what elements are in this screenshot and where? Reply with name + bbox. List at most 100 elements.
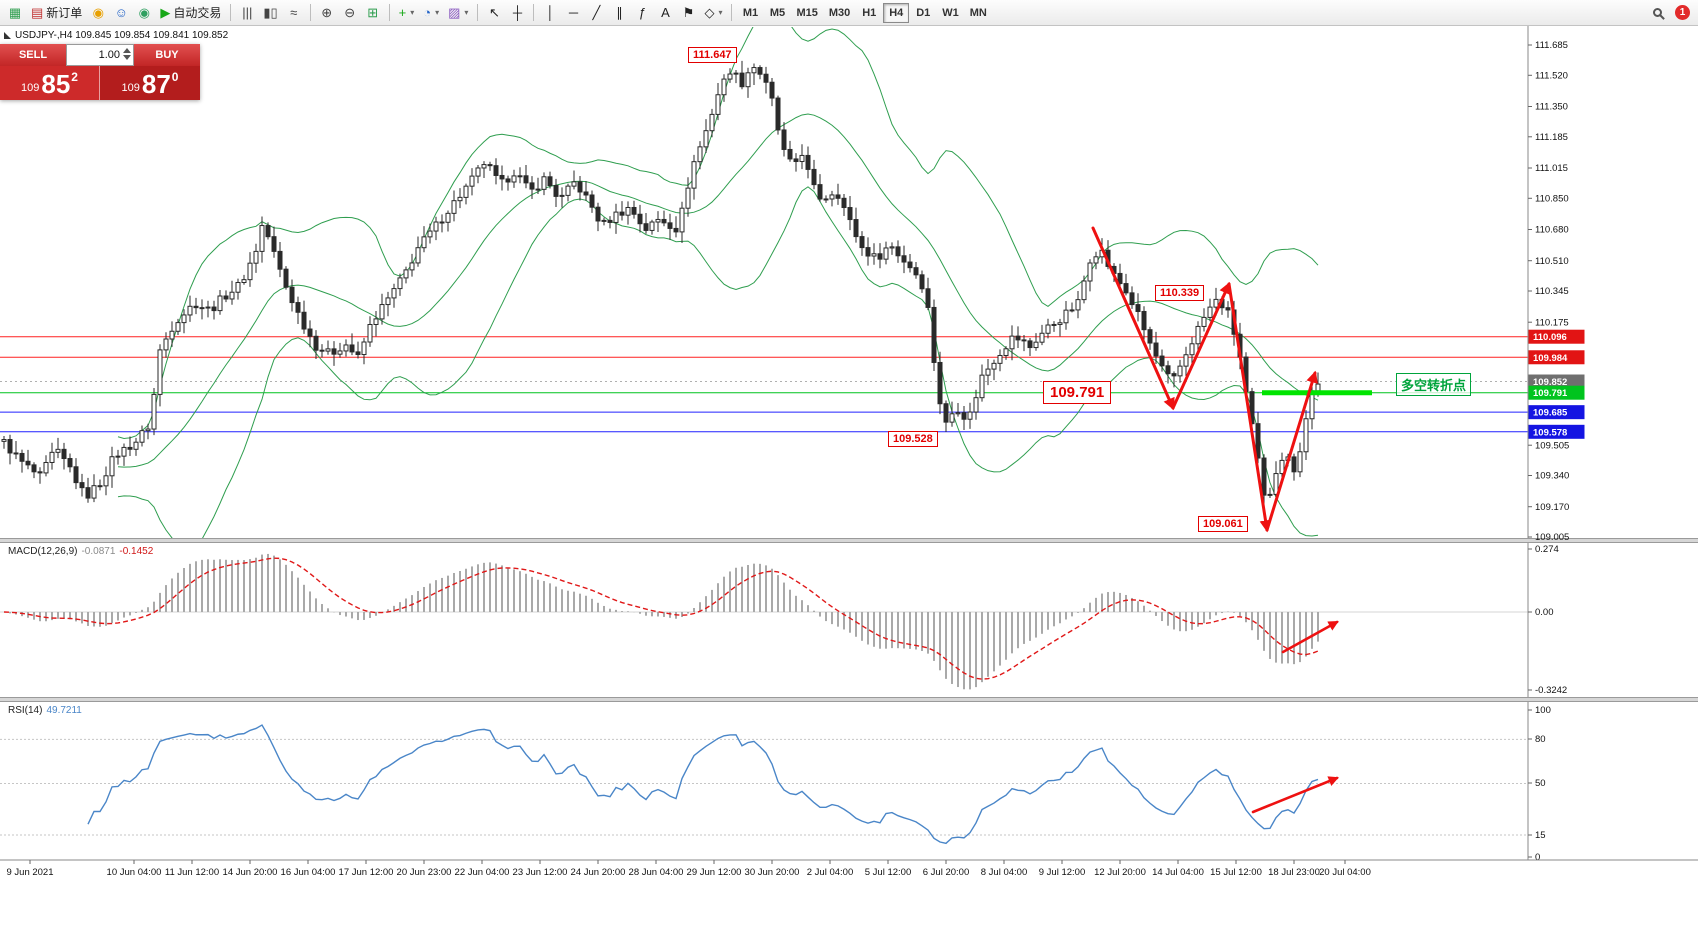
- buy-price-sup: 0: [171, 70, 179, 84]
- window-chart-icon[interactable]: ▦: [4, 3, 26, 23]
- indicators-icon[interactable]: + ▾: [395, 3, 419, 23]
- chart-candles-icon[interactable]: ▮▯: [259, 3, 281, 23]
- label-icon[interactable]: ⚑: [677, 3, 699, 23]
- rsi-panel[interactable]: [0, 724, 1528, 845]
- tab-timeframe-m15[interactable]: M15: [796, 6, 818, 19]
- price-badge: [1528, 424, 1585, 439]
- buy-button[interactable]: BUY: [134, 44, 200, 66]
- price-tick: 110.510: [1535, 256, 1569, 267]
- cursor-icon[interactable]: ↖: [483, 3, 505, 23]
- templates-glyph: ▨: [448, 5, 461, 20]
- cursor-glyph: ↖: [488, 5, 500, 20]
- time-label: 14 Jul 04:00: [1152, 867, 1204, 878]
- chart-line-icon[interactable]: ≈: [283, 3, 305, 23]
- price-label-111647[interactable]: 111.647: [688, 47, 737, 63]
- templates-icon[interactable]: ▨ ▾: [444, 3, 472, 23]
- price-badge: [1528, 329, 1585, 344]
- price-tick: 110.175: [1535, 317, 1569, 328]
- price-axis[interactable]: [1527, 26, 1698, 860]
- rsi-label: RSI(14) 49.7211: [8, 705, 82, 716]
- time-label: 9 Jun 2021: [6, 867, 53, 878]
- price-badge-value: 109.578: [1533, 427, 1567, 438]
- zoom-out-icon[interactable]: ⊖: [339, 3, 361, 23]
- zoom-in-icon[interactable]: ⊕: [316, 3, 338, 23]
- tab-timeframe-m5[interactable]: M5: [769, 6, 786, 19]
- indicators-glyph: +: [398, 5, 407, 20]
- toolbar-separator: [309, 4, 311, 21]
- price-panel[interactable]: [0, 12, 1528, 550]
- channel-icon[interactable]: ∥: [608, 3, 630, 23]
- macd-panel[interactable]: [0, 553, 1528, 690]
- buy-price-button[interactable]: 109 87 0: [100, 66, 200, 100]
- volume-input[interactable]: 1.00: [66, 44, 134, 66]
- volume-up-button[interactable]: [123, 48, 131, 53]
- time-label: 28 Jun 04:00: [629, 867, 684, 878]
- price-label-110339[interactable]: 110.339: [1155, 285, 1205, 301]
- time-label: 23 Jun 12:00: [513, 867, 568, 878]
- panel-separator[interactable]: [0, 538, 1698, 543]
- chevron-down-icon: ▾: [718, 8, 723, 17]
- chart-candles-glyph: ▮▯: [263, 5, 278, 20]
- time-label: 22 Jun 04:00: [455, 867, 510, 878]
- one-click-trading-panel[interactable]: SELL 1.00 BUY 109 85 2 109 87 0: [0, 44, 200, 100]
- vline-glyph: │: [546, 5, 555, 20]
- crosshair-icon[interactable]: ┼: [506, 3, 528, 23]
- macd-name: MACD(12,26,9): [8, 546, 78, 557]
- time-label: 20 Jul 04:00: [1319, 867, 1371, 878]
- macd-tick: 0.00: [1535, 607, 1554, 618]
- price-tick: 109.340: [1535, 471, 1569, 482]
- volume-down-button[interactable]: [123, 55, 131, 60]
- buy-price-prefix: 109: [121, 82, 140, 94]
- trendline-glyph: ╱: [592, 5, 601, 20]
- community-icon[interactable]: ☺: [110, 3, 132, 23]
- tab-timeframe-mn[interactable]: MN: [969, 6, 987, 19]
- autotrade-button[interactable]: ▶ 自动交易: [156, 3, 225, 23]
- tile-windows-icon[interactable]: ⊞: [362, 3, 384, 23]
- sell-button[interactable]: SELL: [0, 44, 66, 66]
- shapes-icon[interactable]: ◇ ▾: [700, 3, 726, 23]
- price-label-109061[interactable]: 109.061: [1198, 516, 1248, 532]
- periods-icon[interactable]: ◔ ▾: [419, 3, 443, 23]
- chart-bars-icon[interactable]: |||: [236, 3, 258, 23]
- price-label-109528[interactable]: 109.528: [888, 431, 938, 447]
- sell-price-button[interactable]: 109 85 2: [0, 66, 100, 100]
- collapse-triangle-icon[interactable]: [4, 32, 11, 39]
- tab-timeframe-m1[interactable]: M1: [742, 6, 759, 19]
- horn-icon[interactable]: ◉: [87, 3, 109, 23]
- tab-timeframe-h1[interactable]: H1: [862, 6, 877, 19]
- chart-line-glyph: ≈: [290, 5, 298, 20]
- tab-timeframe-d1[interactable]: D1: [916, 6, 931, 19]
- text-icon[interactable]: A: [654, 3, 676, 23]
- hline-icon[interactable]: ─: [562, 3, 584, 23]
- price-badge-value: 109.685: [1533, 408, 1568, 419]
- vline-icon[interactable]: │: [539, 3, 561, 23]
- trendline-icon[interactable]: ╱: [585, 3, 607, 23]
- tab-timeframe-w1[interactable]: W1: [942, 6, 959, 19]
- tab-timeframe-h4[interactable]: H4: [883, 2, 910, 23]
- window-chart-glyph: ▦: [8, 5, 22, 20]
- time-label: 14 Jun 20:00: [223, 867, 278, 878]
- rsi-arrow[interactable]: [1251, 776, 1339, 814]
- fibonacci-icon[interactable]: ƒ: [631, 3, 653, 23]
- price-badge: [1528, 385, 1585, 400]
- time-axis[interactable]: 9 Jun 2021 10 Jun 04:00 11 Jun 12:00 14 Jun…: [0, 859, 1698, 946]
- panel-separator[interactable]: [0, 697, 1698, 702]
- toolbar-separator: [230, 4, 232, 21]
- time-label: 9 Jul 12:00: [1039, 867, 1085, 878]
- tab-timeframe-m30[interactable]: M30: [828, 6, 851, 19]
- market-icon[interactable]: ◉: [133, 3, 155, 23]
- price-label-109791[interactable]: 109.791: [1043, 381, 1112, 404]
- notification-badge[interactable]: 1: [1675, 5, 1690, 20]
- price-badge: [1528, 374, 1585, 389]
- macd-arrow[interactable]: [1281, 620, 1339, 654]
- toolbar-separator: [477, 4, 479, 21]
- turning-point-label[interactable]: 多空转折点: [1396, 373, 1472, 396]
- new-order-button[interactable]: ▤ 新订单: [27, 3, 86, 23]
- candles-layer: [1, 60, 1321, 505]
- fibonacci-glyph: ƒ: [638, 5, 647, 20]
- trend-arrows[interactable]: [1091, 226, 1318, 533]
- autotrade-glyph: ▶: [160, 5, 171, 20]
- search-icon[interactable]: [1648, 3, 1670, 23]
